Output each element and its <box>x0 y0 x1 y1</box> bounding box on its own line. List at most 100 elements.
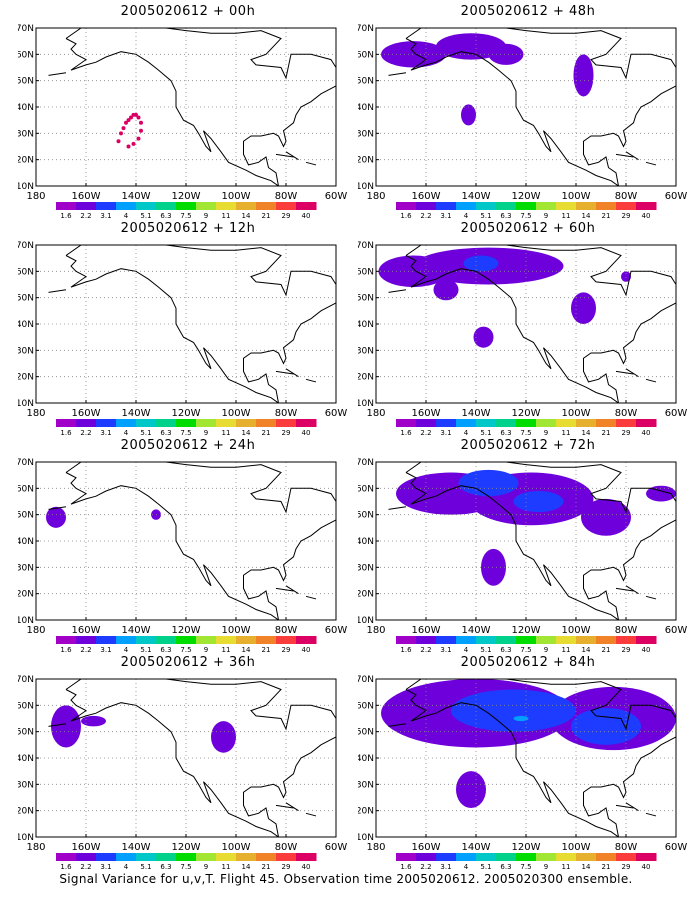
panel-title: 2005020612 + 36h <box>120 655 256 670</box>
y-tick-label: 60N <box>18 50 34 60</box>
observation-point <box>129 115 133 120</box>
x-tick-label: 60W <box>325 191 348 202</box>
colorbar-swatch <box>416 636 437 644</box>
island-coast <box>625 151 639 161</box>
coastline-greenland <box>306 28 336 29</box>
colorbar-label: 9 <box>544 429 548 437</box>
colorbar-swatch <box>596 853 617 861</box>
colorbar-label: 21 <box>262 429 271 437</box>
coastline <box>405 28 676 186</box>
colorbar-label: 3.1 <box>100 429 111 437</box>
colorbar-swatch <box>396 636 417 644</box>
colorbar-label: 1.6 <box>60 646 72 654</box>
colorbar-label: 2.2 <box>420 863 431 871</box>
colorbar-swatch <box>596 202 617 210</box>
y-tick-label: 70N <box>358 458 374 468</box>
observation-point <box>136 136 141 141</box>
colorbar-swatch <box>136 853 157 861</box>
panel-title: 2005020612 + 00h <box>120 4 256 19</box>
y-tick-label: 30N <box>18 563 34 573</box>
x-tick-label: 120W <box>172 191 201 202</box>
x-tick-label: 100W <box>562 191 591 202</box>
colorbar-label: 29 <box>282 646 291 654</box>
colorbar-label: 3.1 <box>440 212 451 220</box>
y-tick-label: 50N <box>18 77 34 87</box>
colorbar-swatch <box>436 636 457 644</box>
y-tick-label: 30N <box>358 129 374 139</box>
x-tick-label: 120W <box>172 408 201 419</box>
colorbar-swatch <box>576 636 597 644</box>
colorbar-swatch <box>156 636 177 644</box>
colorbar-swatch <box>96 853 117 861</box>
y-tick-label: 70N <box>18 675 34 685</box>
colorbar-label: 14 <box>582 212 591 220</box>
coastline-greenland <box>646 462 676 463</box>
map-panel: 2005020612 + 48h 10N 20N 30N 40N 50N 60N 70N 180… <box>358 4 692 220</box>
colorbar-swatch <box>556 853 577 861</box>
x-tick-label: 140W <box>122 408 151 419</box>
map-chart: 10N 20N 30N 40N 50N 60N 70N 180 160W 140W 120W 100W… <box>358 241 687 437</box>
colorbar-swatch <box>216 202 237 210</box>
x-tick-label: 60W <box>325 842 348 853</box>
colorbar-label: 40 <box>642 212 651 220</box>
colorbar-swatch <box>556 419 577 427</box>
colorbar-swatch <box>116 853 137 861</box>
aleutian-coast <box>388 723 407 727</box>
colorbar-label: 11 <box>562 429 571 437</box>
colorbar-label: 6.3 <box>500 429 511 437</box>
y-tick-label: 30N <box>358 563 374 573</box>
colorbar-label: 2.2 <box>420 646 431 654</box>
colorbar-label: 5.1 <box>140 212 151 220</box>
colorbar-label: 9 <box>544 212 548 220</box>
coastline <box>405 462 676 620</box>
colorbar-swatch <box>396 202 417 210</box>
colorbar-swatch <box>576 853 597 861</box>
x-tick-label: 180 <box>26 625 45 636</box>
colorbar-swatch <box>616 636 637 644</box>
coastline-greenland <box>646 28 676 29</box>
colorbar-swatch <box>276 853 297 861</box>
colorbar-label: 11 <box>562 212 571 220</box>
y-tick-label: 30N <box>18 129 34 139</box>
x-tick-label: 160W <box>412 625 441 636</box>
map-chart: 10N 20N 30N 40N 50N 60N 70N 180 160W 140W 120W 100W… <box>358 675 688 871</box>
observation-point <box>124 120 128 125</box>
colorbar-swatch <box>416 853 437 861</box>
colorbar-label: 2.2 <box>420 212 431 220</box>
x-tick-label: 120W <box>172 625 201 636</box>
colorbar-label: 6.3 <box>160 646 171 654</box>
coastline-greenland <box>306 245 336 246</box>
colorbar-label: 5.1 <box>140 646 151 654</box>
variance-region <box>473 326 494 348</box>
y-tick-label: 30N <box>18 346 34 356</box>
colorbar-swatch <box>636 419 657 427</box>
aleutian-coast <box>388 506 407 510</box>
colorbar-swatch <box>516 636 537 644</box>
coastline <box>405 245 676 403</box>
colorbar-swatch <box>456 202 477 210</box>
x-tick-label: 120W <box>512 842 541 853</box>
observation-point <box>136 115 141 120</box>
colorbar-swatch <box>76 636 97 644</box>
variance-region <box>456 771 486 809</box>
colorbar-label: 7.5 <box>520 429 531 437</box>
x-tick-label: 60W <box>665 842 688 853</box>
colorbar-swatch <box>556 202 577 210</box>
y-tick-label: 50N <box>358 511 374 521</box>
colorbar-swatch <box>396 853 417 861</box>
map-chart: 10N 20N 30N 40N 50N 60N 70N 180 160W 140W 120W 100W… <box>358 458 687 654</box>
y-tick-label: 20N <box>358 373 374 383</box>
colorbar-swatch <box>496 636 517 644</box>
x-tick-label: 140W <box>122 191 151 202</box>
map-panel: 2005020612 + 60h 10N 20N 30N 40N 50N 60N 70N 180… <box>358 221 692 437</box>
y-tick-label: 40N <box>18 320 34 330</box>
island-coast <box>615 370 634 375</box>
aleutian-coast <box>48 723 67 727</box>
observation-point <box>131 141 136 146</box>
x-tick-label: 80W <box>275 625 298 636</box>
y-tick-label: 70N <box>18 24 34 34</box>
colorbar-swatch <box>456 853 477 861</box>
y-tick-label: 10N <box>18 182 34 192</box>
variance-region <box>573 54 594 97</box>
colorbar-label: 5.1 <box>480 863 491 871</box>
